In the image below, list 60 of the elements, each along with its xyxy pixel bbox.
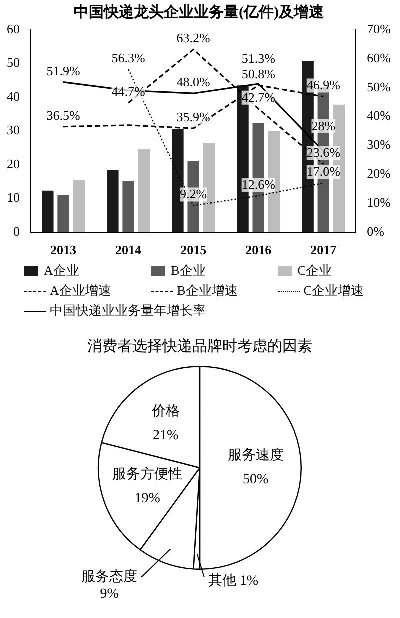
bar	[58, 195, 70, 232]
chart-title: 消费者选择快递品牌时考虑的因素	[88, 338, 312, 355]
y-tick-label: 50	[7, 55, 20, 70]
slice-label: 服务方便性	[112, 466, 183, 483]
data-label: 63.2%	[176, 30, 211, 46]
data-label: 48.0%	[176, 74, 211, 90]
y-tick-label: 0	[14, 224, 20, 239]
data-label: 50.8%	[242, 66, 276, 82]
y2-tick-label: 30%	[367, 137, 392, 152]
data-label: 19%	[134, 492, 161, 507]
legend-label: 中国快递业业务量年增长率	[50, 302, 206, 320]
legend-label: C企业	[298, 262, 332, 280]
data-label: 21%	[152, 428, 179, 444]
slice-label: 服务速度	[228, 448, 284, 464]
data-label: 46.9%	[306, 78, 341, 93]
y-tick-label: 40	[7, 88, 20, 104]
y2-tick-label: 60%	[367, 50, 392, 66]
y-tick-label: 10	[7, 190, 20, 206]
y-tick-label: 30	[7, 122, 20, 138]
data-label: 35.9%	[176, 110, 211, 125]
slice-label: 其他 1%	[208, 573, 259, 590]
y2-tick-label: 20%	[367, 166, 392, 181]
bar	[122, 181, 134, 232]
bar	[107, 170, 119, 232]
data-label: 50%	[242, 472, 269, 488]
legend-label: A企业增速	[50, 282, 112, 300]
data-label: 44.7%	[112, 84, 146, 100]
data-label: 28%	[312, 118, 336, 134]
y2-tick-label: 50%	[367, 79, 392, 94]
x-tick-label: 2014	[116, 242, 142, 258]
x-tick-label: 2017	[310, 242, 338, 258]
slice-label: 服务态度	[82, 569, 138, 586]
y2-tick-label: 0%	[367, 224, 385, 239]
legend-label: C企业增速	[304, 282, 364, 300]
data-label: 56.3%	[112, 50, 146, 66]
data-label: 9%	[100, 587, 120, 602]
legend-label: A企业	[44, 262, 80, 280]
x-tick-label: 2015	[180, 242, 208, 258]
y-tick-label: 20	[7, 156, 20, 172]
data-label: 51.9%	[46, 63, 80, 78]
y2-tick-label: 40%	[367, 108, 392, 124]
legend-label: B企业增速	[177, 282, 238, 300]
x-tick-label: 2013	[50, 242, 78, 258]
bar	[42, 190, 54, 232]
data-label: 36.5%	[46, 108, 80, 123]
data-label: 12.6%	[242, 176, 276, 192]
data-label: 17.0%	[306, 164, 341, 180]
bar	[73, 180, 85, 232]
legend-label: B企业	[171, 262, 206, 280]
y-tick-label: 60	[7, 21, 20, 36]
data-label: 23.6%	[306, 145, 341, 160]
y2-tick-label: 70%	[367, 21, 392, 36]
y2-tick-label: 10%	[367, 194, 392, 210]
data-label: 51.3%	[242, 50, 276, 66]
x-tick-label: 2016	[246, 242, 272, 258]
bar	[138, 149, 150, 232]
slice-label: 价格	[150, 404, 180, 420]
data-label: 42.7%	[242, 90, 276, 105]
data-label: 9.2%	[180, 186, 208, 202]
chart-title: 中国快递龙头企业业务量(亿件)及增速	[74, 2, 325, 21]
